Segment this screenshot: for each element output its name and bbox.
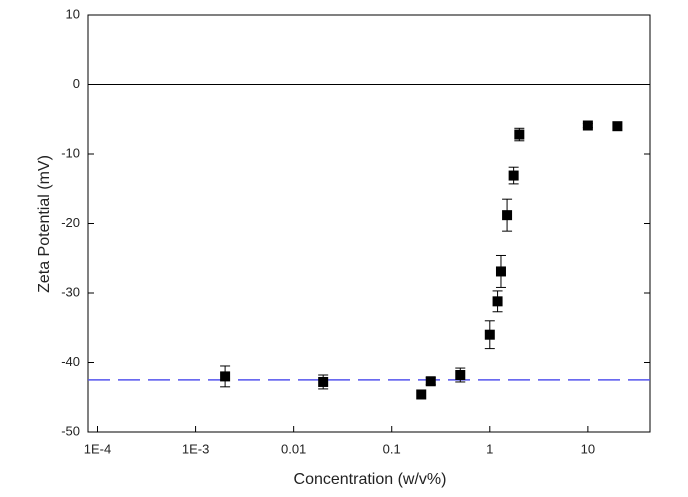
point <box>495 266 506 277</box>
y-tick-label: -10 <box>61 145 80 160</box>
point <box>484 329 495 340</box>
x-tick-label: 10 <box>581 441 595 456</box>
x-tick-label: 1 <box>486 441 493 456</box>
point <box>514 129 525 140</box>
y-axis-title: Zeta Potential (mV) <box>36 155 53 293</box>
point <box>318 376 329 387</box>
x-tick-label: 1E-4 <box>84 441 111 456</box>
point <box>582 120 593 131</box>
point <box>425 376 436 387</box>
point <box>416 389 427 400</box>
point <box>492 296 503 307</box>
plot-frame <box>87 14 651 433</box>
point <box>508 170 519 181</box>
y-tick-label: -30 <box>61 284 80 299</box>
x-tick-label: 0.1 <box>383 441 401 456</box>
point <box>612 121 623 132</box>
y-tick-label: -20 <box>61 215 80 230</box>
x-tick-label: 1E-3 <box>182 441 209 456</box>
point <box>502 210 513 221</box>
x-tick-label: 0.01 <box>281 441 306 456</box>
y-tick-label: -50 <box>61 423 80 438</box>
x-axis-title: Concentration (w/v%) <box>294 471 447 488</box>
point <box>220 371 231 382</box>
y-tick-label: 10 <box>66 6 80 21</box>
y-tick-label: 0 <box>73 76 80 91</box>
point <box>455 370 466 381</box>
y-tick-label: -40 <box>61 354 80 369</box>
